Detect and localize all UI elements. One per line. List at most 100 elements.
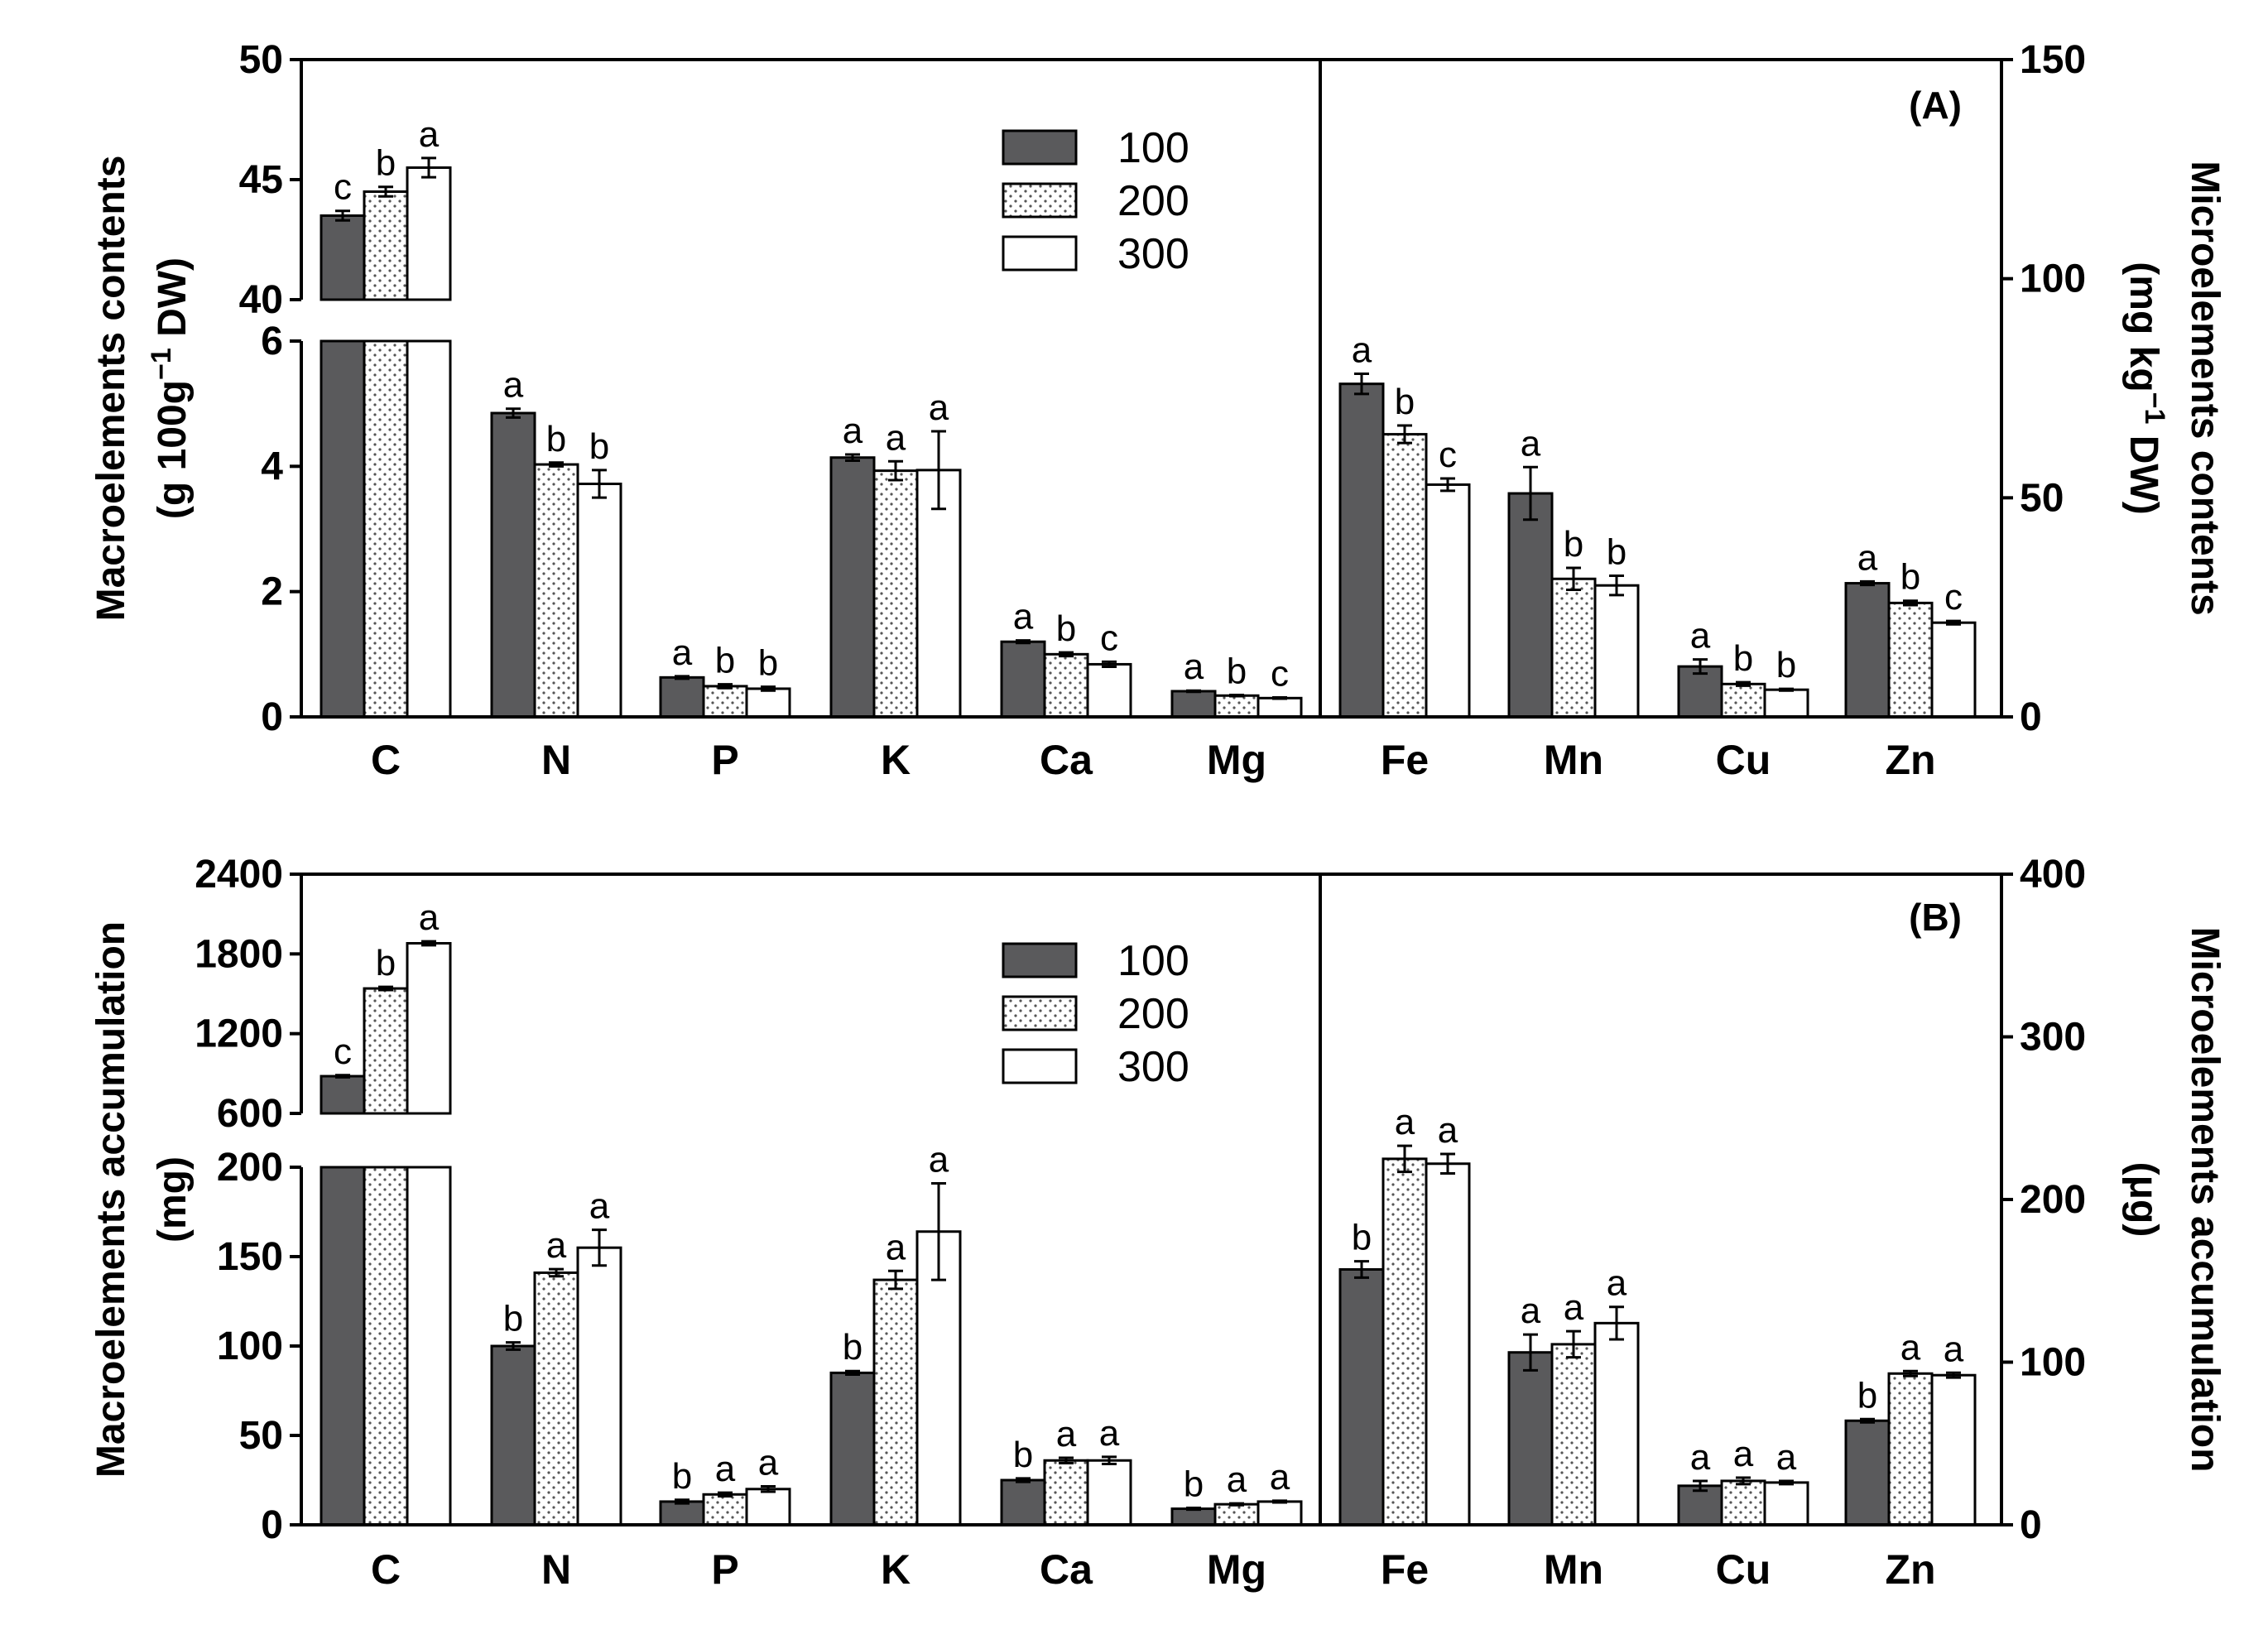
panel-a-bar-c-300 — [406, 339, 452, 719]
panel-a-bar-n-300 — [576, 483, 622, 719]
panel-a-errorbar-cu-100 — [1693, 658, 1708, 675]
panel-a-legend-swatch-100 — [1002, 129, 1078, 166]
panel-a-sig-mn-100: a — [1521, 423, 1541, 464]
panel-b-right-tick-0: 0 — [2020, 1503, 2042, 1547]
panel-a-bar-fe-200 — [1381, 433, 1428, 719]
panel-b-bar-n-200 — [533, 1271, 579, 1526]
panel-a-label: (A) — [1909, 84, 1962, 127]
panel-b-legend-swatch-200 — [1002, 995, 1078, 1031]
panel-b-bar-ca-100 — [1000, 1478, 1046, 1526]
panel-b-errorbar-ca-100 — [1016, 1477, 1031, 1483]
panel-b-bar-ca-200 — [1043, 1459, 1089, 1526]
panel-b-legend-label-300: 300 — [1117, 1043, 1189, 1091]
panel-b-bar-p-300 — [745, 1488, 791, 1526]
panel-a-errorbar-mn-200 — [1566, 566, 1581, 591]
panel-b-errorbar-cu-300 — [1779, 1479, 1794, 1486]
panel-a-category-c: C — [371, 737, 401, 783]
panel-a-sig-k-200: a — [886, 417, 906, 458]
panel-b-sig-ca-300: a — [1099, 1413, 1120, 1454]
panel-b-sig-p-300: a — [758, 1443, 779, 1483]
panel-b-label: (B) — [1909, 896, 1962, 939]
panel-b-errorbar-fe-100 — [1354, 1260, 1369, 1279]
panel-b-errorbar-mn-200 — [1566, 1329, 1581, 1359]
panel-b-bar-c-100 — [320, 1166, 366, 1526]
panel-b-bar-ca-300 — [1086, 1459, 1132, 1526]
panel-b-left-tick-600: 600 — [217, 1092, 283, 1136]
panel-a-sig-ca-100: a — [1013, 597, 1034, 637]
panel-b-category-zn: Zn — [1885, 1546, 1935, 1593]
panel-a-sig-fe-200: b — [1395, 382, 1415, 422]
panel-a-sig-mg-200: b — [1227, 651, 1247, 692]
panel-b-errorbar-n-300 — [592, 1228, 607, 1267]
panel-b-sig-k-200: a — [886, 1227, 906, 1267]
panel-a-left-tick-6: 6 — [261, 320, 283, 363]
panel-a-right-tick-100: 100 — [2020, 257, 2086, 301]
panel-a-left-tick-40: 40 — [239, 278, 283, 322]
panel-b-sig-c-200: b — [376, 943, 396, 983]
panel-a-legend-label-300: 300 — [1117, 230, 1189, 278]
panel-b-sig-n-300: a — [589, 1186, 610, 1227]
panel-a-category-zn: Zn — [1885, 737, 1935, 783]
panel-b-sig-zn-200: a — [1900, 1327, 1921, 1368]
panel-a-bar-zn-200 — [1887, 601, 1934, 719]
panel-b-category-cu: Cu — [1716, 1546, 1771, 1593]
panel-a-left-tick-45: 45 — [239, 158, 283, 202]
panel-b-errorbar-zn-300 — [1946, 1371, 1961, 1379]
panel-a-errorbar-n-100 — [506, 407, 521, 419]
panel-b-right-ylabel-unit: (μg) — [2121, 1162, 2165, 1238]
panel-b-bar-fe-100 — [1338, 1267, 1385, 1526]
panel-a-bar-ca-100 — [1000, 640, 1046, 719]
panel-a-bar-c-100-upper — [320, 214, 366, 301]
panel-a-category-cu: Cu — [1716, 737, 1771, 783]
panel-a-errorbar-mn-100 — [1523, 465, 1538, 522]
panel-a-sig-k-100: a — [843, 411, 863, 451]
panel-b-bar-c-300 — [406, 1166, 452, 1526]
panel-b-sig-fe-100: b — [1352, 1218, 1372, 1258]
panel-a-legend-label-200: 200 — [1117, 177, 1189, 225]
panel-b-sig-cu-200: a — [1733, 1434, 1754, 1474]
panel-a-errorbar-mg-300 — [1272, 696, 1287, 700]
panel-a-sig-mn-300: b — [1607, 532, 1627, 573]
panel-a-sig-mn-200: b — [1564, 524, 1583, 565]
panel-b-right-ylabel: Microelements accumulation — [2183, 927, 2227, 1473]
panel-b-errorbar-c-200 — [378, 985, 393, 992]
panel-a-left-ylabel-unit: (g 100g−1 DW) — [146, 257, 195, 519]
panel-b-errorbar-fe-300 — [1440, 1152, 1455, 1175]
panel-b-sig-k-300: a — [929, 1139, 949, 1180]
panel-a-errorbar-ca-100 — [1016, 639, 1031, 645]
panel-a-sig-mg-300: c — [1271, 654, 1289, 695]
panel-a-bar-cu-300 — [1763, 688, 1809, 719]
panel-b-left-tick-0: 0 — [261, 1503, 283, 1547]
panel-a-axes — [290, 58, 2013, 719]
panel-b-legend-label-200: 200 — [1117, 990, 1189, 1038]
panel-b-bar-cu-300 — [1763, 1481, 1809, 1526]
panel-b-axes — [290, 873, 2013, 1526]
panel-b-errorbar-k-200 — [888, 1269, 903, 1291]
panel-b-left-tick-150: 150 — [217, 1235, 283, 1279]
panel-a-errorbar-cu-200 — [1736, 680, 1751, 687]
panel-a-category-p: P — [711, 737, 738, 783]
panel-a-sig-c-200: b — [376, 143, 396, 184]
panel-a-sig-p-200: b — [715, 641, 735, 681]
panel-a-errorbar-ca-300 — [1102, 660, 1117, 668]
panel-a-right-ylabel-unit: (mg kg−1 DW) — [2121, 262, 2170, 514]
panel-b-category-ca: Ca — [1040, 1546, 1093, 1593]
panel-a-errorbar-zn-100 — [1860, 579, 1875, 587]
panel-a-bar-n-100 — [490, 411, 536, 719]
panel-a-bar-c-300-upper — [406, 166, 452, 301]
panel-b-sig-c-300: a — [419, 897, 440, 938]
panel-b-sig-fe-200: a — [1395, 1102, 1415, 1142]
panel-b-sig-zn-300: a — [1944, 1329, 1964, 1369]
panel-b-sig-n-200: a — [546, 1225, 567, 1266]
panel-a-errorbar-p-100 — [675, 675, 690, 680]
panel-b-sig-c-100: c — [334, 1031, 352, 1072]
panel-a-left-tick-50: 50 — [239, 38, 283, 82]
panel-b-errorbar-c-100 — [335, 1074, 350, 1079]
panel-b-bar-p-100 — [659, 1500, 705, 1526]
panel-b-errorbar-cu-100 — [1693, 1479, 1708, 1493]
panel-a-sig-p-100: a — [672, 632, 693, 673]
panel-b-category-k: K — [881, 1546, 911, 1593]
panel-a-errorbar-fe-300 — [1440, 477, 1455, 493]
panel-b-left-tick-1200: 1200 — [195, 1012, 283, 1056]
panel-b-legend-swatch-100 — [1002, 942, 1078, 978]
